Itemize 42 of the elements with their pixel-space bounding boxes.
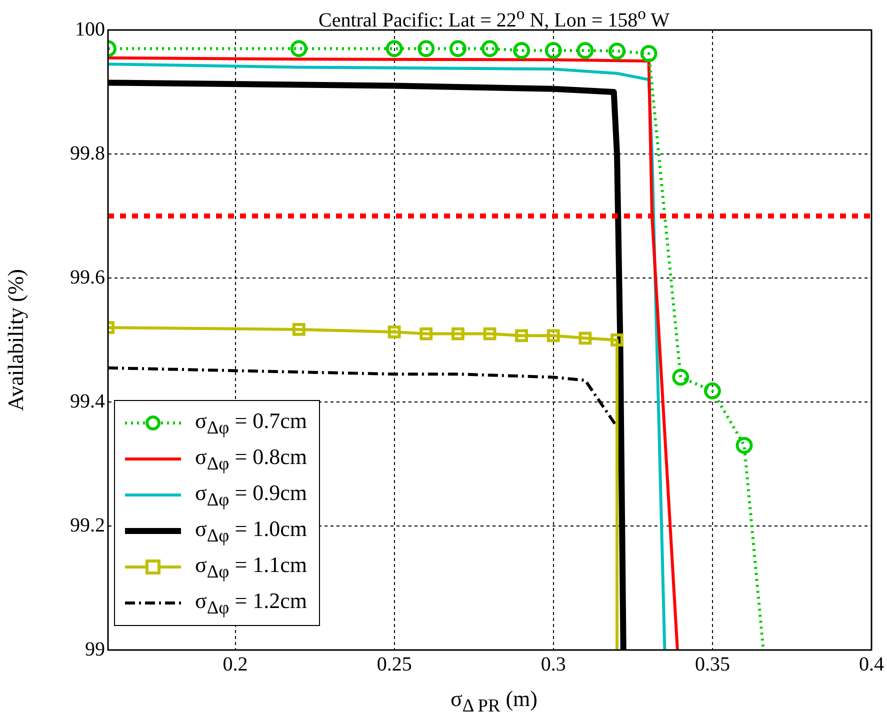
x-tick-label: 0.2 [222, 653, 248, 676]
point [578, 332, 592, 345]
y-tick-label: 99.8 [70, 142, 105, 164]
point [483, 327, 496, 340]
legend-label: σ$_{Δφ}$ = 0.9cm [195, 480, 308, 510]
legend-label: σ$_{Δφ}$ = 0.7cm [195, 408, 308, 438]
point [418, 40, 435, 58]
point [610, 334, 624, 346]
legend-label: σ$_{Δφ}$ = 1.0cm [195, 516, 308, 546]
point [704, 382, 721, 400]
point [386, 40, 403, 58]
x-tick-label: 0.3 [540, 653, 566, 676]
point [290, 40, 308, 58]
point [576, 42, 594, 59]
point [640, 45, 658, 62]
x-tick-label: 0.35 [694, 653, 730, 676]
point [515, 329, 528, 342]
y-tick-label: 99.6 [70, 266, 105, 288]
y-tick-label: 99.4 [70, 390, 105, 412]
point [608, 42, 626, 60]
legend-label: σ$_{Δφ}$ = 1.1cm [195, 552, 308, 582]
chart-title: Central Pacific: Lat = 22$^{o}$ N, Lon = 158$^{o}$ W [317, 4, 670, 32]
y-tick-label: 99 [85, 638, 105, 660]
x-tick-label: 0.25 [376, 653, 412, 676]
x-tick-label: 0.4 [859, 653, 884, 676]
point [481, 40, 498, 58]
point [451, 327, 464, 340]
y-tick-label: 99.2 [70, 514, 105, 536]
y-axis-title: Availability (%) [2, 269, 28, 411]
point [449, 40, 466, 58]
y-tick-label: 100 [75, 18, 105, 40]
x-axis-title: σ$_{Δ PR}$ (m) [450, 686, 538, 716]
point [546, 329, 560, 342]
legend-label: σ$_{Δφ}$ = 0.8cm [195, 444, 308, 474]
point [544, 42, 562, 59]
legend-label: σ$_{Δφ}$ = 1.2cm [195, 588, 308, 618]
point [420, 327, 433, 340]
point [292, 323, 306, 336]
point [736, 436, 753, 454]
point [388, 325, 401, 338]
point [672, 368, 690, 386]
point [513, 42, 530, 59]
